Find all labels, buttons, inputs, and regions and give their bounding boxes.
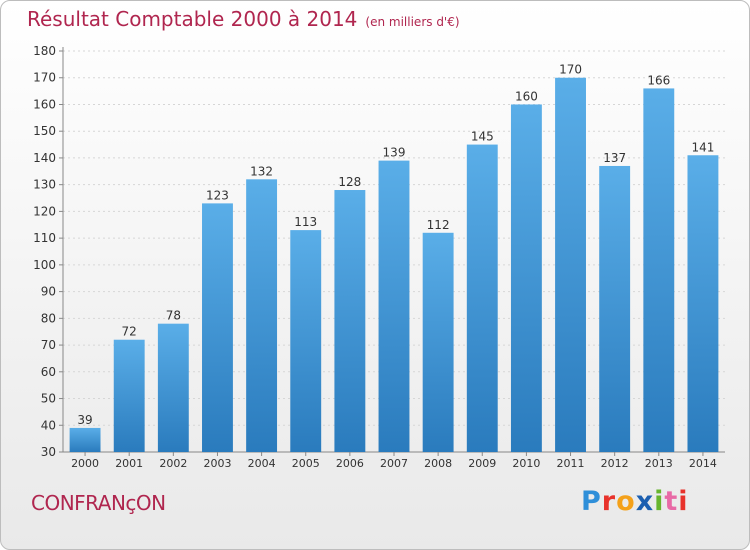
bars: 39 72 78 123 132 113 128 139 112 145 160 170 137 166 1… [69, 63, 719, 453]
x-tick-label: 2008 [424, 457, 452, 470]
logo-letter: i [654, 486, 665, 517]
y-tick-label: 130 [33, 178, 56, 192]
data-label: 112 [427, 218, 450, 232]
x-tick-label: 2012 [601, 457, 629, 470]
bar [290, 230, 322, 452]
proxiti-logo[interactable]: Proxiti [581, 486, 689, 517]
bar [687, 155, 719, 452]
logo-letter: t [664, 486, 679, 517]
data-label: 39 [77, 413, 92, 427]
data-label: 128 [338, 175, 361, 189]
x-tick-label: 2002 [159, 457, 187, 470]
data-label: 160 [515, 89, 538, 103]
x-tick-label: 2014 [689, 457, 717, 470]
y-tick-label: 80 [41, 311, 56, 325]
data-label: 141 [691, 140, 714, 154]
bar [69, 427, 101, 452]
bar [510, 104, 542, 452]
bar [157, 323, 189, 452]
chart-subtitle: (en milliers d'€) [365, 15, 460, 29]
data-label: 132 [250, 164, 273, 178]
y-tick-label: 170 [33, 71, 56, 85]
data-label: 78 [166, 309, 181, 323]
y-tick-label: 90 [41, 285, 56, 299]
y-tick-label: 180 [33, 44, 56, 58]
x-tick-label: 2009 [468, 457, 496, 470]
x-tick-label: 2000 [71, 457, 99, 470]
data-label: 123 [206, 188, 229, 202]
y-tick-labels: 30 40 50 60 70 80 90 100 110 120 130 140 150 160 170 18… [33, 44, 56, 459]
y-tick-label: 110 [33, 231, 56, 245]
y-tick-label: 100 [33, 258, 56, 272]
commune-name: CONFRANçON [31, 491, 166, 515]
bar [334, 190, 366, 452]
y-tick-label: 160 [33, 97, 56, 111]
logo-letter: x [635, 486, 655, 517]
x-tick-labels: 2000 2001 2002 2003 2004 2005 2006 2007 2008 2009… [71, 457, 717, 470]
data-label: 145 [471, 130, 494, 144]
x-tick-label: 2006 [336, 457, 364, 470]
y-tick-label: 120 [33, 204, 56, 218]
y-tick-label: 70 [41, 338, 56, 352]
title-text: Résultat Comptable 2000 à 2014 [27, 7, 358, 31]
y-tick-label: 50 [41, 392, 56, 406]
y-tick-label: 30 [41, 445, 56, 459]
bar [113, 339, 145, 452]
logo-letter: r [601, 486, 617, 517]
bar [643, 88, 675, 452]
bar [378, 160, 410, 452]
data-label: 113 [294, 215, 317, 229]
bar [599, 165, 631, 452]
logo-letter: i [678, 486, 689, 517]
chart-title: Résultat Comptable 2000 à 2014 (en millie… [27, 7, 460, 31]
data-label: 72 [122, 325, 137, 339]
x-tick-label: 2011 [557, 457, 585, 470]
data-label: 170 [559, 63, 582, 77]
bar [466, 144, 498, 453]
bar [202, 203, 233, 452]
x-tick-label: 2013 [645, 457, 673, 470]
x-tick-label: 2001 [115, 457, 143, 470]
y-tick-label: 150 [33, 124, 56, 138]
y-tick-label: 60 [41, 365, 56, 379]
bar [555, 77, 586, 452]
x-tick-label: 2007 [380, 457, 408, 470]
x-tick-label: 2003 [203, 457, 231, 470]
logo-letter: o [616, 486, 636, 517]
y-tick-label: 40 [41, 418, 56, 432]
data-label: 137 [603, 151, 626, 165]
data-label: 139 [383, 146, 406, 160]
x-tick-label: 2010 [512, 457, 540, 470]
bar [422, 232, 454, 452]
x-tick-label: 2004 [248, 457, 276, 470]
logo-letter: P [581, 486, 602, 517]
y-tick-label: 140 [33, 151, 56, 165]
data-label: 166 [647, 73, 670, 87]
bar [246, 179, 278, 452]
x-tick-label: 2005 [292, 457, 320, 470]
